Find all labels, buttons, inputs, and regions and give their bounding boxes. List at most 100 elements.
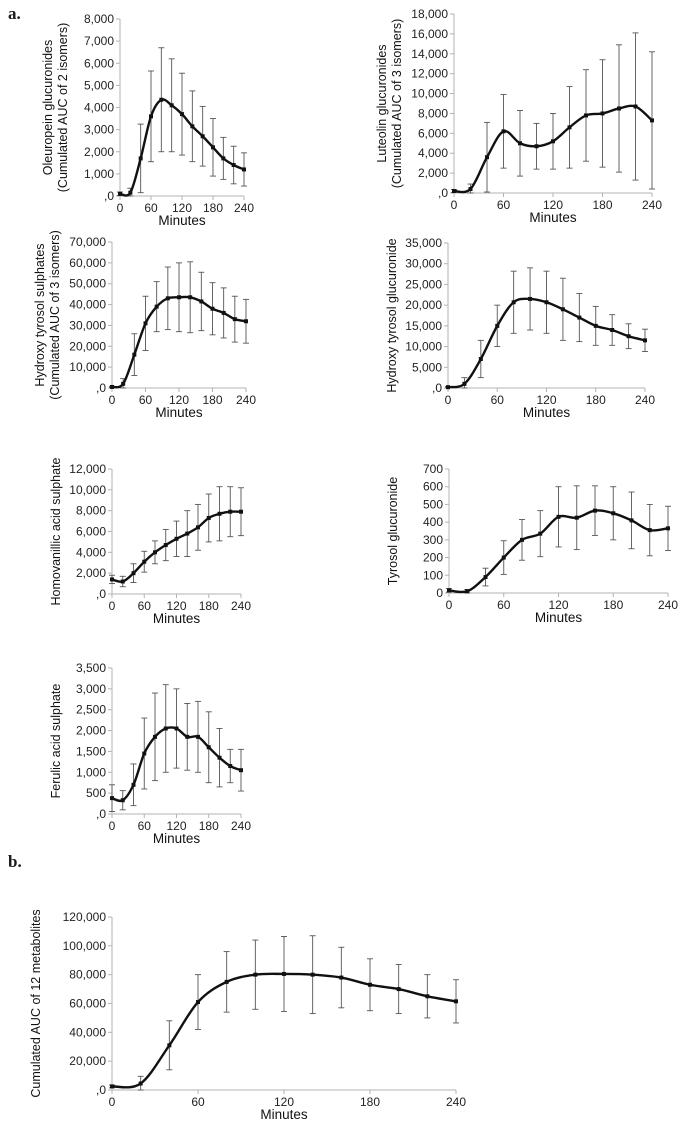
y-tick-label: 500: [86, 786, 106, 800]
y-axis-title: Ferulic acid sulphate: [49, 684, 63, 799]
data-point: [282, 971, 286, 976]
data-point: [132, 352, 137, 357]
data-point: [199, 299, 204, 304]
data-point: [149, 114, 153, 119]
data-point: [131, 571, 136, 576]
y-tick-label: 70,000: [69, 235, 106, 249]
y-tick-label: 100,000: [63, 939, 107, 953]
data-point: [232, 317, 237, 322]
data-point: [650, 118, 654, 123]
data-point: [465, 589, 470, 594]
y-tick-label: 60,000: [69, 997, 106, 1011]
y-tick-label: 6,000: [84, 56, 114, 70]
data-point: [339, 975, 344, 980]
y-tick-label: 1,000: [84, 167, 114, 181]
x-axis-title: Minutes: [535, 610, 583, 625]
data-point: [228, 509, 233, 514]
x-tick-label: 120: [274, 1095, 294, 1109]
data-point: [153, 734, 157, 739]
data-point: [446, 385, 450, 390]
data-point: [647, 528, 652, 533]
chart-1: ,0 1,000 2,000 3,000 4,000 5,000 6,000 7,000 8,0…: [41, 12, 254, 228]
y-tick-label: 2,000: [76, 566, 106, 580]
y-axis-title: Hydroxy tyrosol sulphates: [33, 243, 47, 386]
y-axis-title: Homovanillic acid sulphate: [49, 457, 63, 605]
x-tick-label: 0: [445, 393, 452, 407]
data-point: [206, 745, 211, 750]
y-tick-label: 10,000: [405, 340, 442, 354]
y-tick-label: 0: [436, 586, 443, 600]
data-point: [610, 328, 615, 332]
data-point: [231, 163, 236, 168]
x-tick-label: 180: [592, 198, 612, 212]
x-tick-label: 240: [231, 819, 251, 833]
data-point: [167, 1043, 172, 1048]
y-tick-label: 8,000: [76, 504, 106, 518]
chart-5: ,0 2,000 4,000 6,000 8,000 10,000 12,000 0 60 120…: [49, 457, 251, 626]
y-tick-label: 40,000: [69, 1025, 106, 1039]
y-tick-label: 4,000: [84, 101, 114, 115]
x-axis-title: Minutes: [155, 405, 203, 420]
data-point: [643, 338, 647, 343]
data-point: [128, 190, 133, 195]
y-tick-label: 18,000: [411, 7, 448, 21]
data-point: [154, 304, 159, 309]
x-tick-label: 240: [642, 198, 662, 212]
x-tick-label: 180: [603, 598, 623, 612]
data-point: [593, 508, 597, 513]
x-tick-label: 0: [109, 819, 116, 833]
data-point: [153, 550, 157, 555]
x-tick-label: 120: [536, 393, 556, 407]
data-point: [495, 323, 500, 328]
y-tick-label: 3,500: [76, 661, 106, 675]
data-point: [551, 139, 555, 144]
x-tick-label: 180: [203, 201, 223, 215]
y-tick-label: 100: [423, 568, 443, 582]
y-tick-label: 8,000: [84, 12, 114, 26]
x-axis-title: Minutes: [529, 210, 577, 225]
data-point: [368, 982, 372, 987]
data-point: [120, 798, 125, 803]
data-point: [452, 189, 456, 194]
data-point: [221, 156, 226, 161]
x-tick-label: 240: [234, 201, 254, 215]
data-point: [110, 1084, 114, 1089]
data-point: [511, 300, 516, 305]
chart-6: 0 100 200 300 400 500 600 700 0 60 120 180 240 Minute…: [386, 462, 678, 625]
x-tick-label: 120: [548, 598, 568, 612]
x-axis-title: Minutes: [153, 611, 201, 626]
y-tick-label: 7,000: [84, 34, 114, 48]
data-point: [544, 300, 549, 305]
data-point: [577, 315, 582, 320]
x-tick-label: 0: [117, 201, 124, 215]
data-point: [560, 307, 565, 312]
x-axis-title: Minutes: [523, 405, 571, 420]
data-point: [485, 155, 489, 160]
y-tick-label: 4,000: [418, 146, 448, 160]
data-point: [425, 994, 430, 999]
y-tick-label: 3,000: [84, 123, 114, 137]
x-tick-label: 180: [202, 393, 222, 407]
y-tick-label: 20,000: [69, 339, 106, 353]
chart-3: ,0 10,000 20,000 30,000 40,000 50,000 60,000 70…: [33, 230, 256, 420]
x-tick-label: 120: [543, 198, 563, 212]
x-axis-title: Minutes: [260, 1107, 308, 1122]
y-tick-label: 3,000: [76, 682, 106, 696]
y-tick-label: 12,000: [69, 462, 106, 476]
data-point: [666, 526, 670, 531]
y-tick-label: 200: [423, 551, 443, 565]
y-tick-label: 4,000: [76, 545, 106, 559]
y-tick-label: 10,000: [69, 360, 106, 374]
data-point: [138, 156, 143, 161]
data-point: [206, 515, 211, 520]
y-tick-label: 35,000: [405, 236, 442, 250]
data-point: [447, 588, 451, 593]
data-point: [217, 755, 222, 760]
x-tick-label: 120: [166, 599, 186, 613]
data-point: [159, 97, 164, 102]
data-point: [196, 1000, 200, 1005]
chart-4: ,0 5,000 10,000 15,000 20,000 25,000 30,000 35,…: [385, 236, 655, 420]
data-point: [501, 555, 506, 560]
data-point: [211, 145, 215, 150]
data-point: [520, 537, 524, 542]
